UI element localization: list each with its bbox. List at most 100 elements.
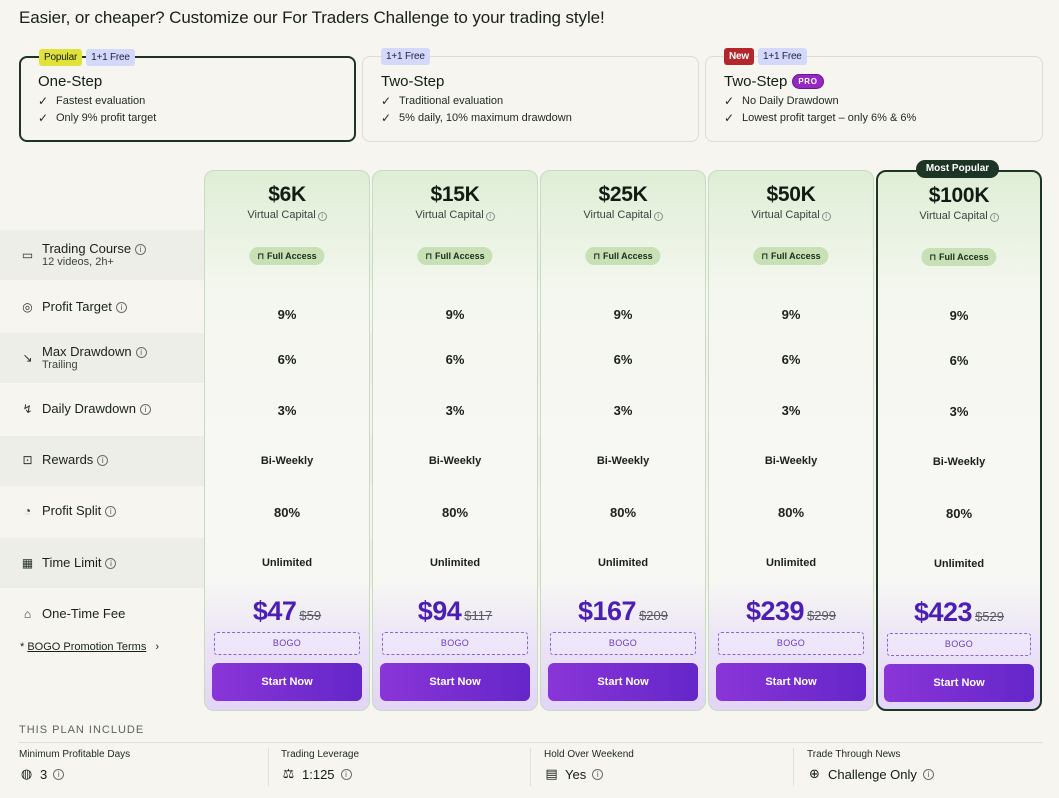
old-price: $59 xyxy=(299,608,322,623)
popular-badge: Popular xyxy=(39,49,83,66)
plan-title: Two-Step PRO xyxy=(724,73,1024,90)
bogo-badge: 1+1 Free xyxy=(757,48,807,65)
virtual-capital-label: Virtual Capital i xyxy=(205,209,369,221)
info-icon[interactable]: i xyxy=(135,347,147,359)
plan-card-one-step[interactable]: Popular 1+1 Free One-Step ✓ Fastest evalu… xyxy=(19,49,356,142)
current-price: $167 xyxy=(578,596,637,626)
row-label-trading-course: ▭ Trading Course i 12 videos, 2h+ xyxy=(20,241,204,268)
plan-feature: ✓ No Daily Drawdown xyxy=(724,94,839,108)
virtual-capital-amount: $6K xyxy=(268,183,306,206)
row-label-profit-target: ◎ Profit Target i xyxy=(20,299,204,314)
bogo-tag: BOGO xyxy=(214,632,360,655)
page-headline: Easier, or cheaper? Customize our For Tr… xyxy=(19,8,605,27)
lock-open-icon: ⊓ xyxy=(425,251,433,261)
plan-title: Two-Step xyxy=(381,73,445,90)
row-label-profit-split: ◔ Profit Split i xyxy=(20,503,204,518)
info-icon[interactable]: i xyxy=(135,244,147,256)
bogo-terms-link[interactable]: BOGO Promotion Terms xyxy=(27,641,147,653)
arrow-down-icon: ↯ xyxy=(22,401,33,416)
bogo-badge: 1+1 Free xyxy=(86,49,135,66)
cell-profit-split: 80% xyxy=(441,505,469,520)
price: $94 $117 xyxy=(373,596,537,627)
start-now-button[interactable]: Start Now xyxy=(884,664,1034,702)
check-icon: ✓ xyxy=(381,94,392,108)
lock-open-icon: ⊓ xyxy=(257,251,265,261)
cell-time-limit: Unlimited xyxy=(933,558,985,570)
info-icon[interactable]: i xyxy=(317,212,327,221)
plan-column: $25K Virtual Capital i ⊓ Full Access 9% 6% 3% B… xyxy=(540,170,706,711)
cell-time-limit: Unlimited xyxy=(261,557,313,569)
cell-time-limit: Unlimited xyxy=(765,557,817,569)
price: $167 $209 xyxy=(541,596,705,627)
cell-daily-drawdown: 3% xyxy=(277,403,297,418)
info-icon[interactable]: i xyxy=(340,768,352,780)
old-price: $529 xyxy=(975,609,1004,624)
full-access-badge: ⊓ Full Access xyxy=(753,247,829,265)
cell-profit-target: 9% xyxy=(445,307,465,322)
old-price: $209 xyxy=(639,608,668,623)
full-access-badge: ⊓ Full Access xyxy=(417,247,493,265)
info-icon[interactable]: i xyxy=(485,212,495,221)
info-icon[interactable]: i xyxy=(922,768,934,780)
cell-profit-target: 9% xyxy=(613,307,633,322)
start-now-button[interactable]: Start Now xyxy=(716,663,866,701)
rewards-icon: ⊡ xyxy=(22,452,33,467)
include-trade-through-news: Trade Through News ⊕ Challenge Only i xyxy=(807,749,934,782)
cell-profit-split: 80% xyxy=(273,505,301,520)
virtual-capital-label: Virtual Capital i xyxy=(541,209,705,221)
info-icon[interactable]: i xyxy=(989,213,999,222)
virtual-capital-amount: $50K xyxy=(766,183,816,206)
plan-column: $100K Virtual Capital i ⊓ Full Access 9% 6% 3%… xyxy=(876,170,1042,711)
cell-max-drawdown: 6% xyxy=(949,353,969,368)
info-icon[interactable]: i xyxy=(53,768,65,780)
cell-rewards: Bi-Weekly xyxy=(428,455,482,467)
bogo-tag: BOGO xyxy=(382,632,528,655)
plan-include-title: THIS PLAN INCLUDE xyxy=(19,724,145,736)
bogo-promo-terms[interactable]: * BOGO Promotion Terms › xyxy=(20,641,160,653)
bogo-tag: BOGO xyxy=(887,633,1031,656)
target-icon: ◎ xyxy=(22,299,33,314)
cell-time-limit: Unlimited xyxy=(429,557,481,569)
start-now-button[interactable]: Start Now xyxy=(548,663,698,701)
cell-profit-target: 9% xyxy=(949,308,969,323)
plan-title: One-Step xyxy=(38,73,103,90)
virtual-capital-amount: $15K xyxy=(430,183,480,206)
virtual-capital-label: Virtual Capital i xyxy=(373,209,537,221)
info-icon[interactable]: i xyxy=(105,506,117,518)
plan-column: $50K Virtual Capital i ⊓ Full Access 9% 6% 3% B… xyxy=(708,170,874,711)
cell-daily-drawdown: 3% xyxy=(781,403,801,418)
info-icon[interactable]: i xyxy=(105,558,117,570)
plan-column: $6K Virtual Capital i ⊓ Full Access 9% 6% 3% Bi… xyxy=(204,170,370,711)
plan-card-two-step-pro[interactable]: New 1+1 Free Two-Step PRO ✓ No Daily Drawd… xyxy=(705,48,1043,142)
start-now-button[interactable]: Start Now xyxy=(212,663,362,701)
plan-card-two-step[interactable]: 1+1 Free Two-Step ✓ Traditional evaluatio… xyxy=(362,48,699,142)
bogo-badge: 1+1 Free xyxy=(381,48,430,65)
cell-rewards: Bi-Weekly xyxy=(764,455,818,467)
most-popular-badge: Most Popular xyxy=(916,160,999,178)
video-icon: ▭ xyxy=(21,247,34,262)
info-icon[interactable]: i xyxy=(139,404,151,416)
plan-feature: ✓ Fastest evaluation xyxy=(38,94,146,108)
old-price: $117 xyxy=(464,608,493,623)
globe-icon: ⊕ xyxy=(809,766,820,781)
info-icon[interactable]: i xyxy=(821,212,831,221)
start-now-button[interactable]: Start Now xyxy=(380,663,530,701)
check-icon: ✓ xyxy=(38,94,49,108)
current-price: $47 xyxy=(252,596,297,626)
check-icon: ✓ xyxy=(724,111,735,125)
info-icon[interactable]: i xyxy=(97,455,109,467)
check-icon: ✓ xyxy=(38,111,49,125)
bogo-tag: BOGO xyxy=(550,632,696,655)
cell-max-drawdown: 6% xyxy=(781,352,801,367)
info-icon[interactable]: i xyxy=(653,212,663,221)
plan-feature: ✓ 5% daily, 10% maximum drawdown xyxy=(381,111,572,125)
include-hold-over-weekend: Hold Over Weekend ▤ Yes i xyxy=(544,749,634,782)
check-icon: ✓ xyxy=(381,111,392,125)
virtual-capital-label: Virtual Capital i xyxy=(709,209,873,221)
info-icon[interactable]: i xyxy=(592,768,604,780)
info-icon[interactable]: i xyxy=(115,302,127,314)
row-label-time-limit: ▦ Time Limit i xyxy=(20,555,204,570)
leverage-icon: ⚖ xyxy=(282,766,295,781)
virtual-capital-amount: $25K xyxy=(598,183,648,206)
full-access-badge: ⊓ Full Access xyxy=(585,247,661,265)
